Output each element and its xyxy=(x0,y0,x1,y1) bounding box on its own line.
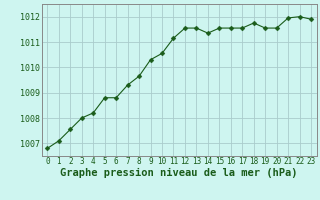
X-axis label: Graphe pression niveau de la mer (hPa): Graphe pression niveau de la mer (hPa) xyxy=(60,168,298,178)
